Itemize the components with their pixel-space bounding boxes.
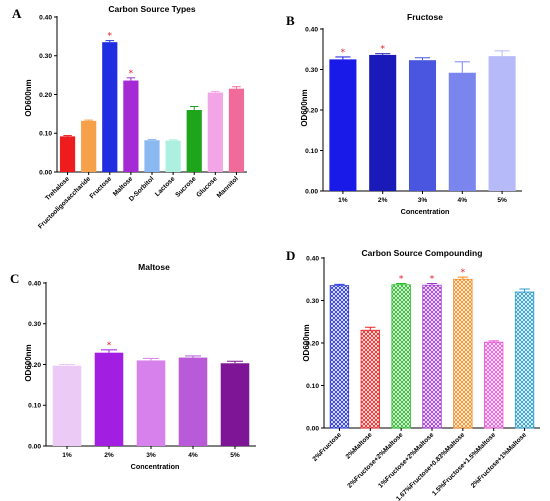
y-tick-label: 0.20 (306, 340, 319, 347)
bar (220, 363, 250, 446)
panel-d-letter: D (286, 248, 295, 263)
bar (144, 140, 160, 172)
bar (59, 136, 76, 172)
significance-star: * (129, 69, 134, 79)
bar (484, 341, 504, 429)
panel-b-ylabel: OD600nm (300, 89, 309, 126)
category-label: 5% (230, 452, 240, 459)
category-label: 2%Fructose (311, 431, 343, 463)
bar (52, 365, 82, 446)
significance-star: * (108, 32, 113, 42)
bar (514, 291, 535, 429)
y-tick-label: 0.30 (306, 298, 319, 305)
category-label: 1% (62, 452, 72, 459)
bar (178, 357, 208, 446)
category-label: Lactose (154, 175, 177, 198)
category-label: 1%Fructose+2%Maltose (377, 431, 435, 489)
panel-a: A Carbon Source Types OD600nm 0.00 0.10 0.… (12, 4, 247, 230)
category-label: 5% (497, 197, 507, 204)
panel-b-title: Fructose (407, 12, 443, 22)
panel-c-title: Maltose (138, 262, 170, 272)
category-label: 1% (338, 197, 348, 204)
category-label: 2% (378, 197, 388, 204)
category-label: 2%Fructose+1%Maltose (470, 431, 528, 489)
y-tick-label: 0.10 (28, 403, 41, 410)
significance-star: * (399, 275, 404, 285)
category-label: 3% (418, 197, 428, 204)
y-tick-label: 0.40 (28, 280, 41, 287)
panel-a-plot: 0.000.100.200.300.40TrehaloseFructooligo… (37, 14, 247, 230)
bar (81, 120, 97, 172)
category-label: 2% (104, 452, 114, 459)
panel-c-xlabel: Concentration (131, 462, 180, 471)
panel-d-plot: 0.00 0.10 0.20 0.30 0.40 2%Fructose 2%Maltose *… (306, 255, 540, 501)
significance-star: * (107, 341, 112, 351)
y-tick-label: 0.00 (28, 443, 41, 450)
bar (123, 80, 139, 172)
bar (94, 352, 124, 446)
panel-d-ylabel: OD600nm (302, 324, 311, 361)
panel-d-title: Carbon Source Compounding (362, 248, 483, 258)
bar (136, 360, 166, 446)
panel-b-letter: B (286, 13, 295, 28)
significance-star: * (380, 45, 385, 55)
y-tick-label: 0.10 (39, 131, 52, 138)
bar (228, 88, 245, 172)
y-tick-label: 0.30 (28, 321, 41, 328)
bar (165, 140, 181, 172)
bar (102, 42, 118, 172)
bar (360, 329, 380, 429)
y-tick-label: 0.00 (306, 425, 319, 432)
significance-star: * (430, 275, 435, 285)
y-tick-label: 0.10 (306, 383, 319, 390)
bar (329, 285, 350, 429)
bar (453, 278, 473, 429)
y-tick-label: 0.40 (306, 255, 319, 262)
category-label: Fructose (89, 175, 114, 200)
category-label: 1.67%Fructose+0.83%Maltose (395, 431, 466, 501)
panel-b: B Fructose OD600nm Concentration 0.00 0.1… (286, 12, 522, 216)
y-tick-label: 0.10 (305, 148, 318, 155)
panel-c-plot: 0.00 0.10 0.20 0.30 0.40 1% * 2% 3% 4% 5% (28, 280, 256, 459)
y-tick-label: 0.30 (305, 67, 318, 74)
bar (369, 54, 397, 191)
y-tick-label: 0.20 (39, 92, 52, 99)
panel-c-ylabel: OD600nm (24, 344, 33, 381)
significance-star: * (341, 48, 346, 58)
bar (391, 284, 411, 429)
panel-b-plot: 0.00 0.10 0.20 0.30 0.40 * 1% * 2% 3% 4% 5% (305, 26, 522, 204)
y-tick-label: 0.00 (39, 169, 52, 176)
panel-b-xlabel: Concentration (401, 207, 450, 216)
category-label: 2%Fructose+2%Maltose (346, 431, 404, 489)
bar (448, 72, 476, 191)
category-label: Mannitol (216, 175, 240, 199)
y-tick-label: 0.40 (305, 26, 318, 33)
category-label: 1.5%Fructose+1.5%Maltose (431, 431, 497, 497)
bar (422, 284, 442, 429)
bar (186, 110, 202, 172)
panel-a-title: Carbon Source Types (108, 4, 195, 14)
panel-a-ylabel: OD600nm (24, 79, 33, 116)
panel-d: D Carbon Source Compounding OD600nm 0.00… (286, 248, 540, 501)
bar (329, 59, 357, 191)
y-tick-label: 0.20 (28, 362, 41, 369)
category-label: 2%Maltose (345, 431, 374, 460)
y-tick-label: 0.40 (39, 14, 52, 21)
category-label: 4% (458, 197, 468, 204)
bar (207, 92, 223, 172)
category-label: 3% (146, 452, 156, 459)
category-label: Sucrose (174, 175, 198, 199)
category-label: 4% (188, 452, 198, 459)
bar (408, 60, 437, 192)
y-tick-label: 0.00 (305, 188, 318, 195)
y-tick-label: 0.30 (39, 53, 52, 60)
y-tick-label: 0.20 (305, 107, 318, 114)
panel-a-letter: A (12, 6, 22, 21)
bar (488, 56, 516, 192)
panel-c: C Maltose OD600nm Concentration 0.00 0.10… (10, 262, 256, 471)
significance-star: * (461, 268, 466, 278)
panel-c-letter: C (10, 271, 19, 286)
